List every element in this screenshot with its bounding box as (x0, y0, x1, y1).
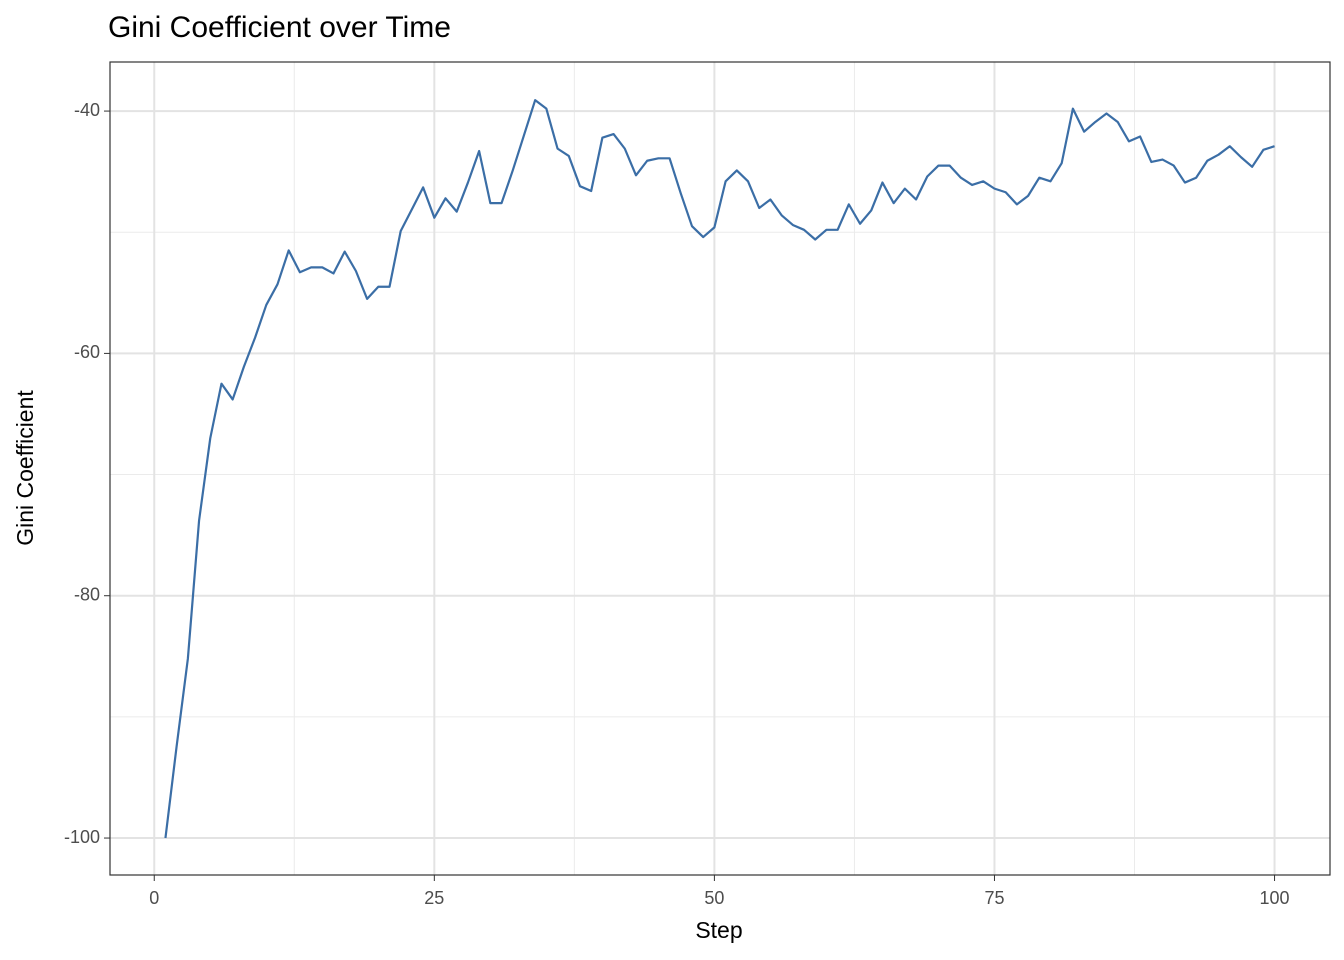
x-tick-label: 0 (149, 888, 159, 908)
x-tick-label: 50 (704, 888, 724, 908)
x-tick-label: 75 (984, 888, 1004, 908)
x-axis-title: Step (695, 917, 742, 943)
x-tick-label: 100 (1260, 888, 1290, 908)
x-tick-label: 25 (424, 888, 444, 908)
y-axis-title: Gini Coefficient (12, 390, 38, 546)
y-tick-label: -60 (74, 342, 100, 362)
chart-title: Gini Coefficient over Time (108, 11, 451, 44)
y-tick-label: -80 (74, 584, 100, 604)
y-tick-label: -40 (74, 100, 100, 120)
y-tick-label: -100 (64, 827, 100, 847)
data-line (164, 99, 1275, 839)
panel-border (109, 61, 1331, 876)
